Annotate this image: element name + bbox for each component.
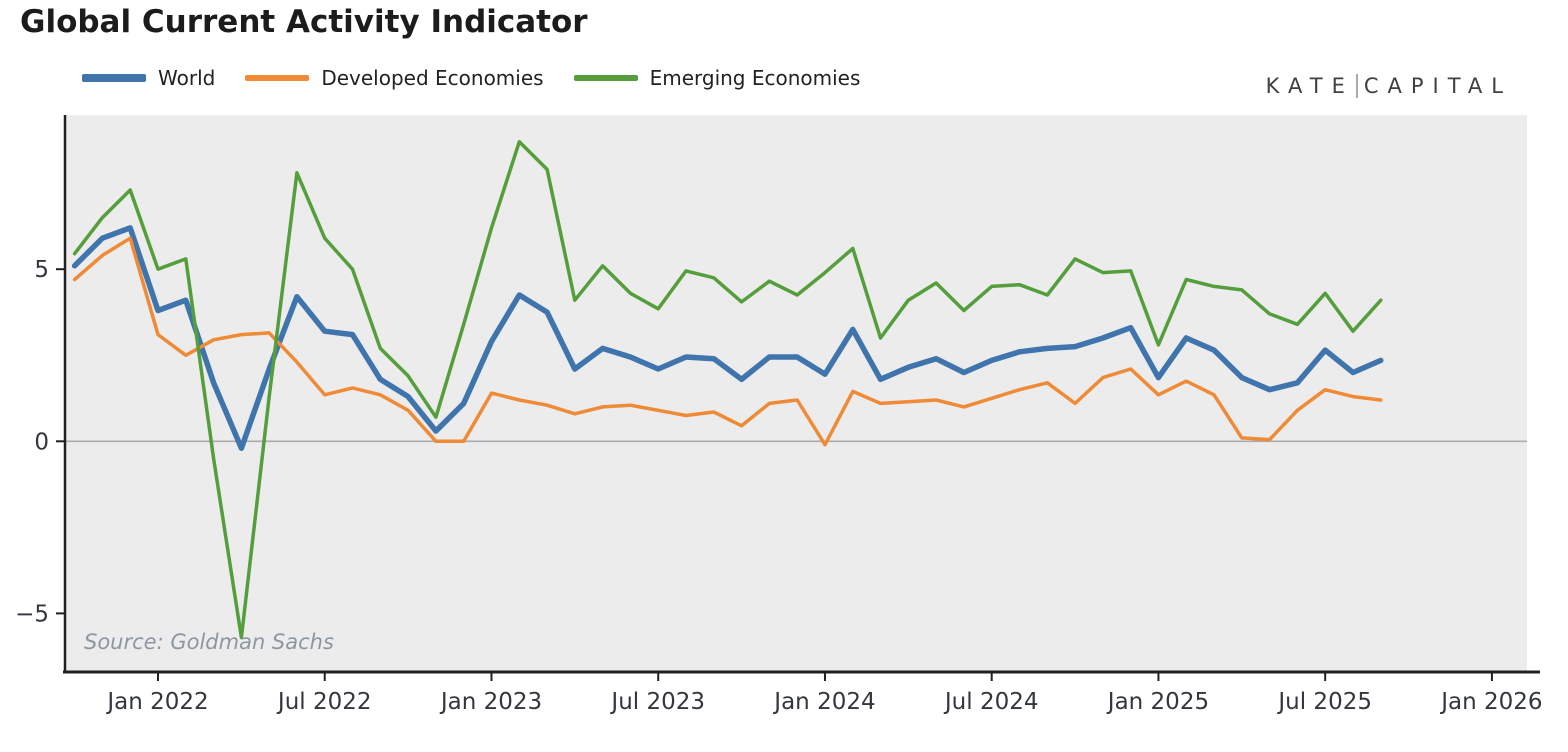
- legend-swatch-developed-economies: [245, 75, 310, 81]
- x-tick-label: Jan 2023: [439, 689, 542, 715]
- legend-label-developed-economies: Developed Economies: [321, 66, 544, 90]
- y-tick-label: −5: [15, 601, 49, 627]
- series-line-developed-economies: [72, 236, 1383, 447]
- x-tick-label: Jan 2025: [1106, 689, 1209, 715]
- legend-item-world: World: [82, 66, 215, 90]
- plot-area: [65, 115, 1527, 672]
- series-line-emerging-economies: [72, 140, 1383, 640]
- x-tick-label: Jan 2026: [1439, 689, 1542, 715]
- x-tick-label: Jul 2022: [276, 689, 372, 715]
- x-tick-label: Jul 2025: [1276, 689, 1372, 715]
- y-tick-label: 5: [34, 257, 49, 283]
- brand-watermark-divider: [1355, 74, 1358, 98]
- y-tick-label: 0: [34, 429, 49, 455]
- brand-watermark-right: CAPITAL: [1363, 74, 1512, 98]
- chart-title: Global Current Activity Indicator: [20, 4, 588, 40]
- series-line-world: [71, 225, 1384, 451]
- brand-watermark-left: KATE: [1265, 74, 1354, 98]
- legend-swatch-emerging-economies: [573, 75, 638, 81]
- legend-swatch-world: [82, 74, 146, 82]
- source-note: Source: Goldman Sachs: [84, 630, 334, 654]
- chart-legend: World Developed Economies Emerging Economi…: [82, 66, 860, 90]
- legend-label-world: World: [158, 66, 216, 90]
- x-tick-label: Jan 2022: [105, 689, 208, 715]
- x-tick-label: Jul 2024: [943, 689, 1039, 715]
- legend-item-emerging-economies: Emerging Economies: [573, 66, 861, 90]
- x-tick-label: Jan 2024: [772, 689, 875, 715]
- legend-label-emerging-economies: Emerging Economies: [649, 66, 861, 90]
- x-tick-label: Jul 2023: [609, 689, 705, 715]
- brand-watermark: KATE CAPITAL: [1266, 74, 1512, 98]
- legend-item-developed-economies: Developed Economies: [245, 66, 544, 90]
